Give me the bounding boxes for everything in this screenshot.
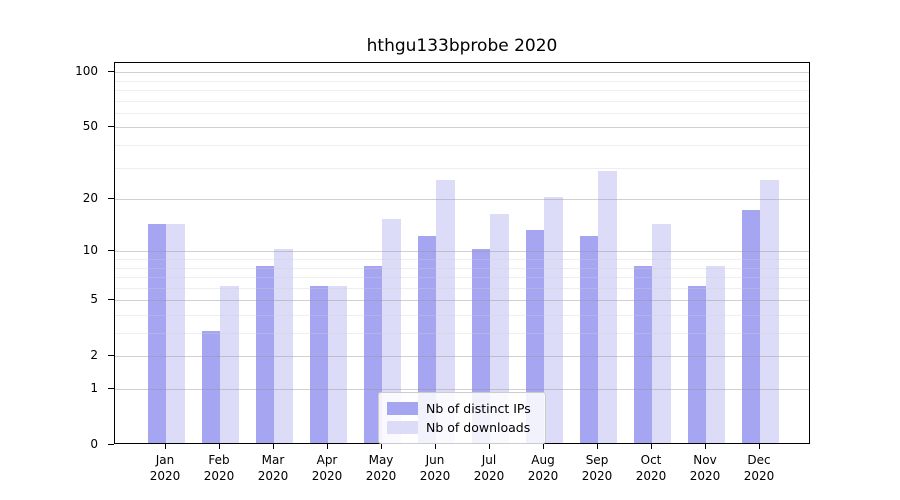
y-tick-label: 1 — [90, 381, 98, 395]
minor-gridline — [115, 90, 809, 92]
y-tick-label: 10 — [82, 243, 98, 258]
downloads-label: Nb of downloads — [426, 420, 531, 435]
legend-row-distinct-ips: Nb of distinct IPs — [387, 399, 537, 418]
bar-dec-downloads — [760, 179, 779, 443]
minor-gridline — [115, 267, 809, 269]
major-gridline — [115, 127, 809, 129]
x-tick-mark — [759, 444, 760, 449]
x-tick-mark — [219, 444, 220, 449]
plot-area — [114, 62, 810, 444]
bar-apr-downloads — [328, 285, 347, 443]
y-tick-label: 50 — [82, 119, 98, 134]
major-gridline — [115, 300, 809, 302]
y-tick-mark — [108, 71, 114, 73]
y-tick-mark — [108, 355, 114, 357]
y-tick-mark — [108, 126, 114, 128]
x-tick-mark — [435, 444, 436, 449]
x-tick-label-mar: Mar 2020 — [257, 453, 289, 483]
minor-gridline — [115, 167, 809, 169]
bar-sep-downloads — [598, 171, 617, 443]
x-tick-label-feb: Feb 2020 — [203, 453, 235, 483]
minor-gridline — [115, 145, 809, 147]
x-tick-label-jun: Jun 2020 — [419, 453, 451, 483]
x-tick-mark — [489, 444, 490, 449]
bar-nov-ips — [687, 285, 706, 443]
minor-gridline — [115, 314, 809, 316]
legend: Nb of distinct IPs Nb of downloads — [378, 392, 546, 444]
bar-feb-ips — [201, 331, 220, 443]
bar-jun-downloads — [436, 179, 455, 443]
major-gridline — [115, 389, 809, 390]
minor-gridline — [115, 333, 809, 335]
x-tick-mark — [273, 444, 274, 449]
x-tick-mark — [651, 444, 652, 449]
bar-jan-ips — [147, 224, 166, 443]
bar-dec-ips — [741, 209, 760, 443]
distinct-ips-swatch — [387, 402, 418, 415]
x-tick-mark — [381, 444, 382, 449]
x-tick-label-may: May 2020 — [365, 453, 397, 483]
minor-gridline — [115, 259, 809, 260]
bar-jul-downloads — [490, 214, 509, 443]
bar-may-downloads — [382, 219, 401, 443]
minor-gridline — [115, 287, 809, 289]
y-tick-label: 2 — [90, 348, 98, 363]
y-tick-label: 100 — [75, 64, 98, 79]
x-tick-label-dec: Dec 2020 — [743, 453, 775, 483]
bar-oct-downloads — [652, 224, 671, 443]
legend-row-downloads: Nb of downloads — [387, 418, 537, 437]
minor-gridline — [115, 100, 809, 102]
distinct-ips-label: Nb of distinct IPs — [426, 401, 531, 416]
x-tick-mark — [165, 444, 166, 449]
major-gridline — [115, 72, 809, 74]
x-tick-label-jan: Jan 2020 — [149, 453, 181, 483]
minor-gridline — [115, 112, 809, 114]
bar-jun-ips — [417, 235, 436, 443]
y-tick-mark — [108, 388, 114, 389]
y-tick-mark — [108, 250, 114, 252]
bar-oct-ips — [633, 265, 652, 443]
downloads-swatch — [387, 421, 418, 434]
major-gridline — [115, 251, 809, 253]
bar-aug-downloads — [544, 197, 563, 443]
bar-apr-ips — [309, 285, 328, 443]
x-tick-label-nov: Nov 2020 — [689, 453, 721, 483]
x-tick-label-aug: Aug 2020 — [527, 453, 559, 483]
major-gridline — [115, 356, 809, 358]
x-tick-label-sep: Sep 2020 — [581, 453, 613, 483]
y-tick-label: 0 — [90, 437, 98, 451]
x-tick-mark — [597, 444, 598, 449]
chart-title: hthgu133bprobe 2020 — [366, 36, 558, 56]
minor-gridline — [115, 80, 809, 82]
y-tick-mark — [108, 198, 114, 200]
bar-jan-downloads — [166, 224, 185, 443]
bar-nov-downloads — [706, 265, 725, 443]
bar-may-ips — [363, 265, 382, 443]
x-tick-label-oct: Oct 2020 — [635, 453, 667, 483]
bar-sep-ips — [579, 235, 598, 443]
y-tick-mark — [108, 444, 114, 445]
bar-mar-ips — [255, 265, 274, 443]
bar-feb-downloads — [220, 285, 239, 443]
x-tick-mark — [327, 444, 328, 449]
major-gridline — [115, 199, 809, 201]
x-tick-label-jul: Jul 2020 — [473, 453, 505, 483]
y-tick-mark — [108, 299, 114, 301]
x-tick-mark — [543, 444, 544, 449]
bar-aug-ips — [525, 229, 544, 443]
x-tick-label-apr: Apr 2020 — [311, 453, 343, 483]
y-tick-label: 5 — [90, 292, 98, 307]
bar-mar-downloads — [274, 249, 293, 443]
y-tick-label: 20 — [82, 191, 98, 206]
minor-gridline — [115, 277, 809, 279]
x-tick-mark — [705, 444, 706, 449]
